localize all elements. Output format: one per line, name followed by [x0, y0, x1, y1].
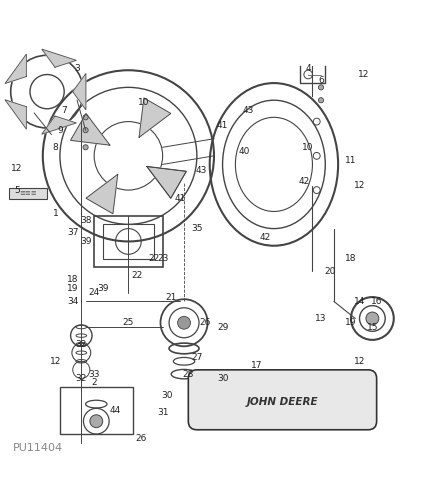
Text: ≡≡≡: ≡≡≡ [19, 190, 37, 196]
Text: 32: 32 [76, 374, 87, 383]
Text: 18: 18 [67, 276, 78, 284]
Text: 2: 2 [91, 378, 97, 387]
Text: 12: 12 [12, 164, 23, 173]
Text: 9: 9 [57, 126, 63, 134]
Text: 25: 25 [123, 318, 134, 328]
Circle shape [83, 144, 88, 150]
Text: 4: 4 [305, 64, 311, 72]
Polygon shape [147, 166, 186, 198]
Polygon shape [42, 116, 76, 134]
Text: 5: 5 [14, 186, 20, 194]
Text: 12: 12 [354, 357, 365, 366]
Text: 39: 39 [80, 237, 91, 246]
Circle shape [178, 316, 190, 329]
FancyBboxPatch shape [188, 370, 377, 430]
Text: 41: 41 [174, 194, 185, 203]
Text: 26: 26 [200, 318, 211, 328]
Text: 14: 14 [354, 297, 365, 306]
Polygon shape [42, 49, 76, 67]
Text: 12: 12 [358, 70, 369, 79]
Text: 15: 15 [367, 322, 378, 332]
Text: 24: 24 [89, 288, 100, 298]
Text: 23: 23 [157, 254, 168, 263]
Text: 34: 34 [67, 297, 78, 306]
Text: 1: 1 [53, 209, 59, 218]
Polygon shape [86, 174, 118, 214]
Text: PU11404: PU11404 [13, 444, 63, 454]
Text: 6: 6 [318, 76, 324, 86]
Polygon shape [147, 166, 186, 198]
Text: 39: 39 [97, 284, 108, 293]
Text: 12: 12 [50, 357, 61, 366]
Text: 19: 19 [345, 318, 357, 328]
Text: 26: 26 [136, 434, 147, 443]
Text: 32: 32 [76, 340, 87, 348]
Text: 17: 17 [251, 361, 262, 370]
Text: 7: 7 [61, 106, 67, 116]
Circle shape [83, 128, 88, 132]
Text: 42: 42 [298, 177, 309, 186]
Text: 22: 22 [131, 271, 143, 280]
Text: 10: 10 [303, 143, 314, 152]
Bar [60, 387, 133, 434]
Text: 21: 21 [166, 292, 177, 302]
Bar [9, 188, 47, 198]
Text: 13: 13 [315, 314, 327, 323]
Circle shape [318, 85, 324, 90]
Text: 11: 11 [345, 156, 357, 164]
Polygon shape [139, 98, 171, 138]
Text: JOHN DEERE: JOHN DEERE [247, 397, 318, 407]
Text: 30: 30 [217, 374, 228, 383]
Text: 22: 22 [149, 254, 160, 263]
Text: 43: 43 [243, 106, 254, 116]
Text: 8: 8 [53, 143, 59, 152]
Circle shape [83, 115, 88, 120]
Circle shape [366, 312, 379, 325]
Polygon shape [5, 54, 27, 84]
Circle shape [90, 415, 103, 428]
Circle shape [318, 98, 324, 103]
Text: 40: 40 [238, 147, 250, 156]
Text: 35: 35 [191, 224, 202, 233]
Polygon shape [71, 114, 110, 145]
Text: 10: 10 [138, 98, 149, 107]
Text: 38: 38 [80, 216, 91, 224]
Text: 12: 12 [354, 182, 365, 190]
Text: 33: 33 [89, 370, 100, 378]
Text: 29: 29 [217, 322, 228, 332]
Polygon shape [73, 74, 86, 110]
Text: 31: 31 [157, 408, 168, 417]
Text: 27: 27 [191, 352, 202, 362]
Text: 43: 43 [196, 166, 207, 175]
Polygon shape [5, 100, 27, 129]
Text: 19: 19 [67, 284, 78, 293]
Text: 44: 44 [110, 406, 121, 415]
Text: 41: 41 [217, 122, 228, 130]
Text: 37: 37 [67, 228, 78, 237]
Text: 18: 18 [345, 254, 357, 263]
Text: 16: 16 [371, 297, 382, 306]
Text: 28: 28 [183, 370, 194, 378]
Bar [94, 216, 163, 267]
Bar [103, 224, 154, 258]
Text: 20: 20 [324, 267, 335, 276]
Text: 30: 30 [161, 391, 172, 400]
Text: 42: 42 [260, 232, 271, 241]
Text: 3: 3 [74, 64, 80, 72]
